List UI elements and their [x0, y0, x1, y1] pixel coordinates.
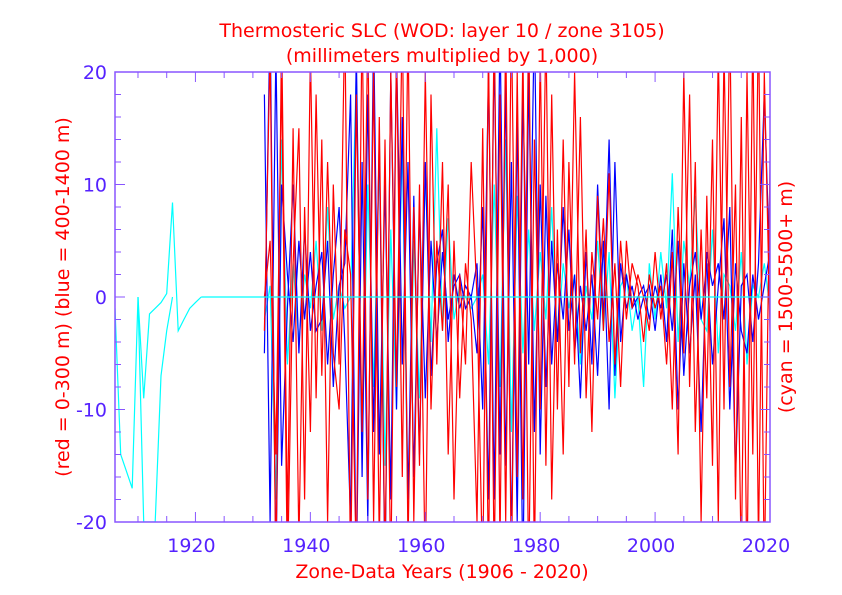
chart-title: Thermosteric SLC (WOD: layer 10 / zone 3…	[218, 20, 664, 42]
y-tick-label: 20	[83, 62, 107, 84]
series-line-blue-1	[263, 72, 770, 522]
axes	[114, 71, 771, 523]
y-axis-label-right: (cyan = 1500-5500+ m)	[775, 181, 797, 413]
plot-lines	[115, 72, 770, 522]
series-line-cyan-0	[115, 202, 202, 489]
y-tick-label: -10	[76, 400, 107, 422]
y-tick-labels: 20 10 0 -10 -20	[76, 62, 107, 534]
y-tick-label: 0	[95, 287, 107, 309]
x-tick-label: 2000	[627, 535, 675, 557]
y-tick-label: 10	[83, 175, 107, 197]
series-line-red-1	[263, 72, 770, 522]
series-line-cyan-1	[137, 296, 174, 522]
x-tick-label: 1940	[282, 535, 330, 557]
y-axis-label-left: (red = 0-300 m) (blue = 400-1400 m)	[52, 117, 74, 477]
x-tick-label: 2020	[742, 535, 790, 557]
x-axis-label: Zone-Data Years (1906 - 2020)	[295, 561, 588, 583]
x-tick-labels: 1920 1940 1960 1980 2000 2020	[167, 535, 790, 557]
x-tick-label: 1920	[167, 535, 215, 557]
x-tick-label: 1960	[397, 535, 445, 557]
y-tick-label: -20	[76, 512, 107, 534]
series-line-red-0	[263, 72, 770, 522]
chart-subtitle: (millimeters multiplied by 1,000)	[286, 45, 598, 67]
x-tick-label: 1980	[512, 535, 560, 557]
